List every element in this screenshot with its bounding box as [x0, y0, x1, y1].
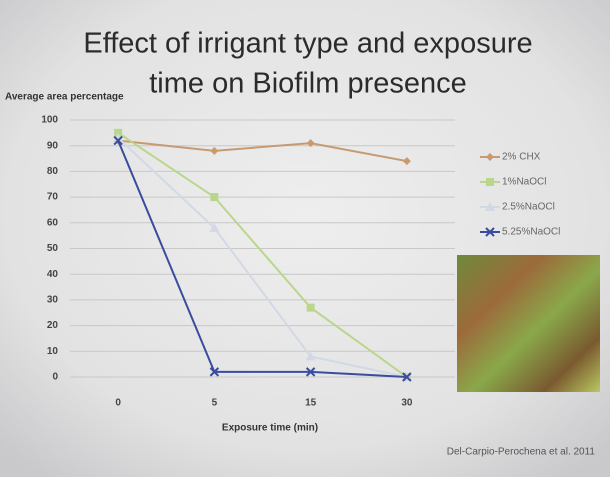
- y-tick-label: 60: [47, 217, 59, 228]
- x-tick-label: 15: [305, 398, 317, 409]
- y-tick-label: 40: [47, 269, 59, 280]
- legend-marker: [486, 153, 494, 161]
- marker: [306, 139, 315, 148]
- legend-label: 2% CHX: [502, 152, 541, 163]
- y-tick-label: 20: [47, 320, 59, 331]
- y-tick-label: 90: [47, 140, 59, 151]
- marker: [209, 222, 220, 232]
- series-line: [117, 137, 408, 378]
- citation: Del-Carpio-Perochena et al. 2011: [447, 447, 596, 458]
- y-tick-label: 80: [47, 166, 59, 177]
- marker: [113, 135, 123, 146]
- legend-marker: [486, 178, 494, 186]
- marker: [210, 146, 219, 155]
- micrograph: [457, 255, 600, 392]
- marker: [113, 132, 124, 142]
- y-tick-label: 10: [47, 346, 59, 357]
- y-axis-label: Average area percentage: [5, 92, 124, 103]
- marker: [402, 157, 411, 166]
- y-tick-label: 70: [47, 192, 59, 203]
- marker: [305, 367, 316, 377]
- title-line: Effect of irrigant type and exposure: [83, 28, 532, 60]
- legend-label: 1%NaOCl: [502, 177, 546, 188]
- x-tick-label: 5: [212, 398, 218, 409]
- x-axis-label: Exposure time (min): [222, 423, 318, 434]
- y-tick-label: 100: [41, 115, 58, 126]
- series-line: [117, 132, 408, 378]
- legend-label: 5.25%NaOCl: [502, 227, 560, 238]
- x-tick-label: 30: [401, 398, 413, 409]
- y-tick-label: 50: [47, 243, 59, 254]
- x-tick-label: 0: [115, 398, 121, 409]
- legend-marker: [485, 202, 495, 211]
- marker: [305, 351, 316, 361]
- series-line: [118, 139, 408, 163]
- marker: [210, 193, 219, 202]
- marker: [114, 128, 123, 137]
- marker: [402, 372, 412, 382]
- legend-label: 2.5%NaOCl: [502, 202, 555, 213]
- series-line: [117, 140, 407, 378]
- legend-marker: [485, 227, 495, 237]
- marker: [306, 303, 315, 312]
- marker: [209, 367, 220, 377]
- title-line: time on Biofilm presence: [149, 68, 467, 100]
- y-tick-label: 30: [47, 295, 59, 306]
- y-tick-label: 0: [52, 372, 58, 383]
